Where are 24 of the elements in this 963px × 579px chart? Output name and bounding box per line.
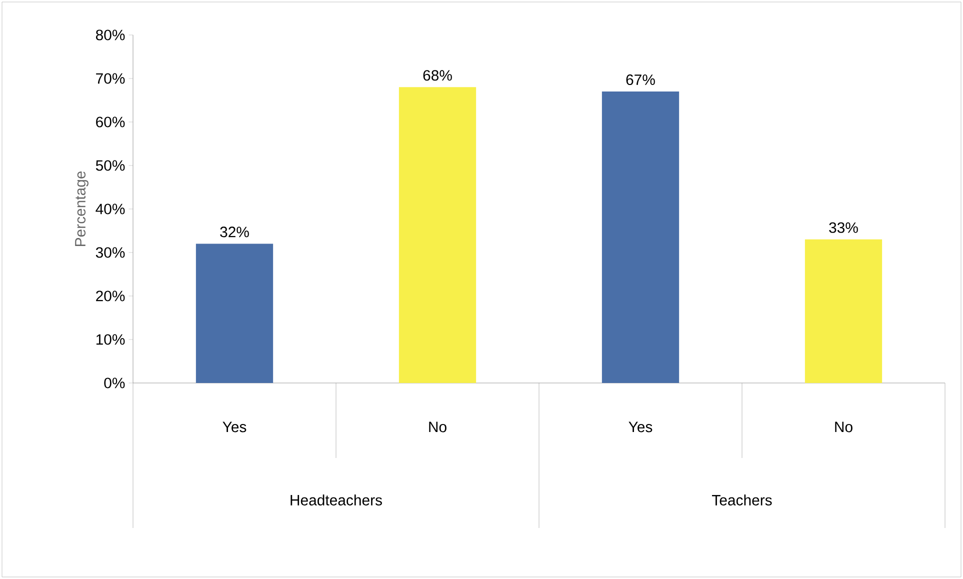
data-label: 33% (829, 222, 858, 233)
data-label: 32% (220, 226, 249, 238)
y-tick-label: 80% (96, 30, 125, 40)
bar (804, 239, 882, 383)
y-tick-label: 10% (96, 334, 125, 345)
x-tick-label: No (429, 422, 446, 432)
y-tick-label: 50% (96, 160, 125, 171)
y-tick-label: 0% (104, 378, 125, 388)
bar (196, 244, 274, 383)
data-label: 67% (626, 74, 655, 86)
text: Headteachers (290, 494, 382, 506)
bar (602, 92, 680, 383)
x-tick-label: Yes (628, 422, 652, 432)
text: Teachers (712, 494, 772, 506)
data-label: 68% (423, 70, 452, 81)
y-tick-label: 40% (96, 204, 125, 214)
y-tick-label: 30% (96, 247, 125, 258)
y-tick-label: 70% (96, 73, 125, 84)
y-tick-label: 60% (96, 116, 125, 128)
x-tick-label: Yes (222, 422, 246, 432)
x-tick-label: No (835, 422, 852, 432)
bar (398, 87, 476, 383)
y-axis-title: Percentage (75, 171, 88, 246)
y-tick-label: 20% (96, 290, 125, 302)
